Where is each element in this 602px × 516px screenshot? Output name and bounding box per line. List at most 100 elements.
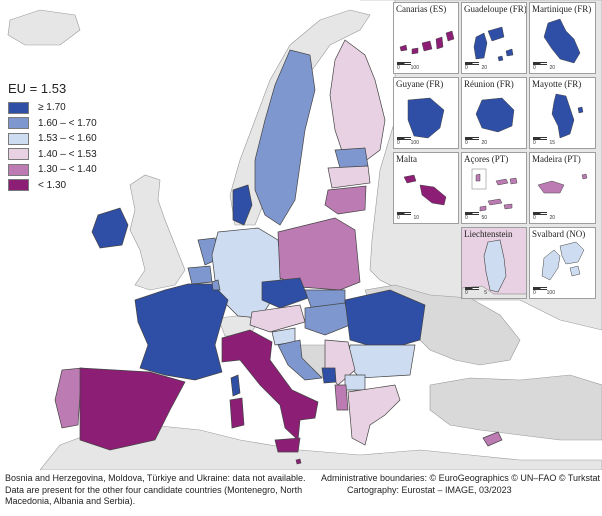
inset-malta: Malta 0 10 xyxy=(393,152,459,224)
scale-bar: 0 20 xyxy=(465,62,487,71)
region-cyprus xyxy=(482,431,503,447)
region-finland xyxy=(329,39,386,166)
region-ireland xyxy=(91,207,129,249)
region-malta-main xyxy=(295,458,302,465)
footer-credit-line: Cartography: Eurostat – IMAGE, 03/2023 xyxy=(347,484,512,495)
legend-item: 1.60 – < 1.70 xyxy=(8,116,128,132)
region-portugal xyxy=(54,367,83,429)
legend: EU = 1.53 ≥ 1.70 1.60 – < 1.70 1.53 – < … xyxy=(8,81,128,193)
region-czechia xyxy=(261,277,309,309)
region-france xyxy=(134,283,229,381)
region-albania xyxy=(334,384,349,411)
region-italy xyxy=(221,329,319,441)
legend-label: < 1.30 xyxy=(38,179,67,191)
inset-label: Açores (PT) xyxy=(464,154,509,164)
region-sardinia xyxy=(229,397,245,429)
region-hungary xyxy=(304,302,351,336)
footer-note-line: Data are present for the other four cand… xyxy=(5,484,303,495)
footer-note-line: Bosnia and Herzegovina, Moldova, Türkiye… xyxy=(5,473,306,483)
inset-reunion: Réunion (FR) 0 20 xyxy=(461,77,527,149)
legend-label: 1.40 – < 1.53 xyxy=(38,148,97,160)
inset-guyane: Guyane (FR) 0 100 xyxy=(393,77,459,149)
inset-mayotte-map xyxy=(551,93,584,139)
region-croatia xyxy=(277,339,323,381)
region-denmark xyxy=(232,184,253,226)
inset-label: Canarias (ES) xyxy=(396,4,447,14)
inset-mayotte: Mayotte (FR) 0 15 xyxy=(529,77,596,149)
footer-note: Bosnia and Herzegovina, Moldova, Türkiye… xyxy=(5,473,325,508)
inset-label: Mayotte (FR) xyxy=(532,79,582,89)
inset-martinique: Martinique (FR) 0 20 xyxy=(529,2,596,74)
inset-label: Liechtenstein xyxy=(464,229,513,239)
scale-bar: 0 50 xyxy=(465,212,487,221)
region-austria xyxy=(249,304,306,333)
region-lithuania xyxy=(324,185,367,215)
inset-label: Martinique (FR) xyxy=(532,4,592,14)
scale-bar: 0 100 xyxy=(397,137,419,146)
inset-malta-map xyxy=(403,174,447,206)
footer-credits: Administrative boundaries: © EuroGeograp… xyxy=(321,473,601,496)
region-spain xyxy=(79,367,186,451)
inset-label: Guadeloupe (FR) xyxy=(464,4,527,14)
legend-item: 1.53 – < 1.60 xyxy=(8,131,128,147)
inset-reunion-map xyxy=(475,97,515,133)
inset-label: Madeira (PT) xyxy=(532,154,581,164)
legend-title: EU = 1.53 xyxy=(8,81,67,96)
scale-bar: 0 10 xyxy=(397,212,419,221)
inset-canarias-map xyxy=(399,30,455,55)
region-montenegro xyxy=(321,367,337,384)
legend-swatch xyxy=(8,101,29,114)
inset-label: Malta xyxy=(396,154,417,164)
inset-guadeloupe-map xyxy=(473,26,514,62)
region-latvia xyxy=(327,165,371,189)
legend-label: 1.53 – < 1.60 xyxy=(38,133,97,145)
land-iceland xyxy=(7,9,81,46)
region-belgium xyxy=(187,265,213,285)
region-sweden xyxy=(254,49,316,226)
inset-canarias: Canarias (ES) 0 100 xyxy=(393,2,459,74)
inset-label: Svalbard (NO) xyxy=(532,229,586,239)
footer-credit-line: Administrative boundaries: © EuroGeograp… xyxy=(321,473,601,483)
legend-item: 1.30 – < 1.40 xyxy=(8,162,128,178)
land-uk xyxy=(129,174,186,291)
inset-svalbard-map xyxy=(541,241,585,281)
legend-swatch xyxy=(8,132,29,145)
inset-madeira-map xyxy=(537,173,588,194)
legend-item: < 1.30 xyxy=(8,178,128,194)
legend-item: ≥ 1.70 xyxy=(8,100,128,116)
region-greece xyxy=(347,384,401,446)
inset-acores-map xyxy=(471,168,518,212)
legend-swatch xyxy=(8,179,29,192)
region-estonia xyxy=(334,147,369,169)
inset-guyane-map xyxy=(407,97,445,139)
inset-label: Réunion (FR) xyxy=(464,79,514,89)
region-north-macedonia xyxy=(344,374,366,391)
region-sicily xyxy=(274,437,301,453)
scale-bar: 0 15 xyxy=(533,137,555,146)
scale-bar: 0 20 xyxy=(465,137,487,146)
scale-bar: 0 100 xyxy=(533,287,555,296)
scale-bar: 0 100 xyxy=(397,62,419,71)
scale-bar: 0 20 xyxy=(533,212,555,221)
legend-item: 1.40 – < 1.53 xyxy=(8,147,128,163)
region-corsica xyxy=(230,374,241,397)
inset-acores: Açores (PT) 0 50 xyxy=(461,152,527,224)
inset-svalbard: Svalbard (NO) 0 100 xyxy=(529,227,596,299)
scale-bar: 0 20 xyxy=(533,62,555,71)
footer-note-line: Macedonia, Albania and Serbia). xyxy=(5,496,136,506)
legend-label: ≥ 1.70 xyxy=(38,102,66,114)
legend-label: 1.30 – < 1.40 xyxy=(38,164,97,176)
inset-madeira: Madeira (PT) 0 20 xyxy=(529,152,596,224)
legend-swatch xyxy=(8,148,29,161)
inset-martinique-map xyxy=(543,18,581,64)
inset-guadeloupe: Guadeloupe (FR) 0 20 xyxy=(461,2,527,74)
land-turkey xyxy=(429,374,602,441)
region-luxembourg xyxy=(211,279,221,291)
region-romania xyxy=(344,289,426,351)
legend-label: 1.60 – < 1.70 xyxy=(38,117,97,129)
legend-swatch xyxy=(8,163,29,176)
inset-label: Guyane (FR) xyxy=(396,79,444,89)
region-bulgaria xyxy=(347,344,416,379)
